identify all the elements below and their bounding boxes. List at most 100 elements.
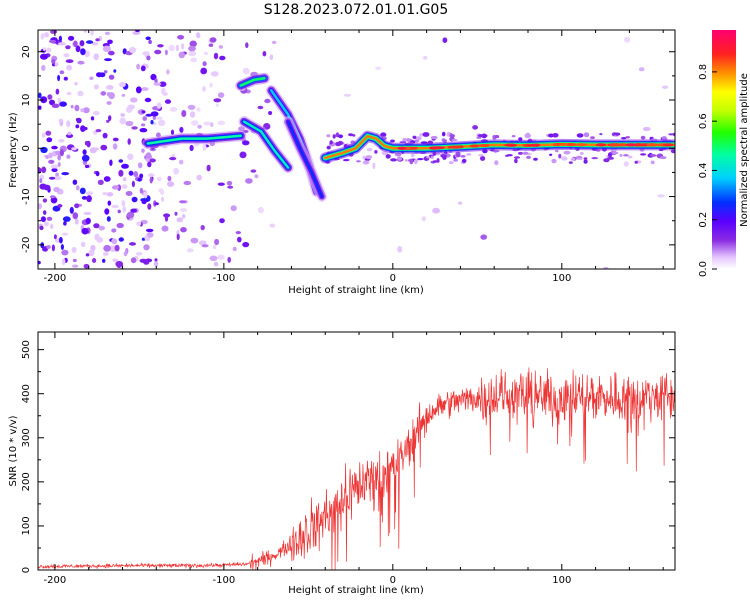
noise-cell xyxy=(518,151,523,155)
noise-cell xyxy=(57,204,63,208)
noise-cell xyxy=(576,133,584,138)
noise-cell xyxy=(269,54,274,60)
noise-cell xyxy=(366,148,373,152)
noise-cell xyxy=(41,166,47,174)
noise-cell xyxy=(44,221,49,227)
noise-cell xyxy=(79,40,85,47)
noise-cell xyxy=(200,225,205,231)
noise-cell xyxy=(63,53,70,58)
noise-cell xyxy=(51,168,58,173)
noise-cell xyxy=(38,260,41,265)
noise-cell xyxy=(142,116,147,121)
noise-cell xyxy=(41,64,46,71)
y-tick-label: 200 xyxy=(21,472,32,491)
noise-cell xyxy=(397,246,403,253)
noise-cell xyxy=(421,216,427,222)
noise-cell xyxy=(210,71,219,77)
noise-cell xyxy=(66,64,72,71)
noise-cell xyxy=(109,159,113,166)
ridge-peak xyxy=(528,143,541,147)
noise-cell xyxy=(147,203,152,210)
noise-cell xyxy=(94,233,100,241)
noise-cell xyxy=(514,158,518,164)
noise-cell xyxy=(432,207,440,214)
noise-cell xyxy=(96,72,103,78)
noise-cell xyxy=(372,162,376,169)
noise-cell xyxy=(148,39,152,45)
noise-cell xyxy=(142,51,150,56)
noise-cell xyxy=(39,225,44,231)
noise-cell xyxy=(599,133,603,136)
noise-cell xyxy=(51,58,56,64)
noise-cell xyxy=(257,206,264,214)
noise-cell xyxy=(140,123,146,127)
noise-cell xyxy=(141,148,145,153)
snr-frame xyxy=(37,331,676,571)
noise-cell xyxy=(466,153,472,156)
noise-cell xyxy=(262,51,267,57)
noise-cell xyxy=(145,152,152,160)
ridge-peak xyxy=(646,143,660,147)
noise-cell xyxy=(130,97,138,103)
noise-cell xyxy=(73,40,78,48)
noise-cell xyxy=(122,177,127,182)
noise-cell xyxy=(46,216,53,221)
noise-cell xyxy=(453,158,458,162)
spectrogram-y-ticks: -20 -10 0 10 20 xyxy=(21,45,675,270)
noise-cell xyxy=(130,208,138,213)
noise-cell xyxy=(121,163,129,169)
noise-cell xyxy=(611,151,619,155)
noise-cell xyxy=(51,103,60,109)
noise-cell xyxy=(177,35,185,40)
noise-cell xyxy=(208,43,214,47)
noise-cell xyxy=(245,178,253,184)
noise-cell xyxy=(103,244,111,252)
noise-cell xyxy=(108,92,115,100)
noise-cell xyxy=(122,206,126,213)
noise-cell xyxy=(102,132,108,139)
ridge-peak xyxy=(410,146,418,150)
noise-cell xyxy=(144,234,149,241)
noise-cell xyxy=(43,210,47,216)
noise-cell xyxy=(83,30,87,33)
noise-cell xyxy=(441,131,446,137)
noise-cell xyxy=(83,211,92,216)
spectrogram-x-label: Height of straight line (km) xyxy=(288,285,424,296)
noise-cell xyxy=(62,216,71,222)
noise-cell xyxy=(74,104,80,112)
noise-cell xyxy=(659,156,667,160)
noise-cell xyxy=(494,160,499,166)
noise-cell xyxy=(348,133,354,137)
y-tick-label: 500 xyxy=(21,340,32,359)
noise-cell xyxy=(131,196,138,203)
noise-cell xyxy=(46,137,53,143)
noise-cell xyxy=(561,156,568,161)
snr-x-label: Height of straight line (km) xyxy=(288,585,424,596)
noise-cell xyxy=(375,66,382,70)
noise-cell xyxy=(135,30,140,33)
noise-cell xyxy=(88,249,95,257)
noise-cell xyxy=(106,192,114,197)
noise-cell xyxy=(257,105,264,110)
noise-cell xyxy=(176,233,180,241)
noise-cell xyxy=(176,217,184,223)
noise-cell xyxy=(53,234,57,240)
noise-cell xyxy=(127,138,131,145)
noise-cell xyxy=(432,160,438,163)
noise-cell xyxy=(476,136,482,139)
noise-cell xyxy=(38,92,42,99)
noise-cell xyxy=(166,69,170,75)
noise-cell xyxy=(55,172,59,177)
noise-cell xyxy=(154,258,158,262)
noise-cell xyxy=(48,159,55,164)
noise-cell xyxy=(70,104,74,109)
noise-cell xyxy=(50,196,58,204)
noise-cell xyxy=(526,155,531,159)
noise-cell xyxy=(65,45,71,50)
colorbar-tick-label: 0.6 xyxy=(698,113,709,129)
noise-cell xyxy=(326,145,331,150)
noise-cell xyxy=(86,195,92,203)
ridge-peak xyxy=(609,143,621,147)
noise-cell xyxy=(239,151,247,159)
noise-cell xyxy=(132,31,141,35)
